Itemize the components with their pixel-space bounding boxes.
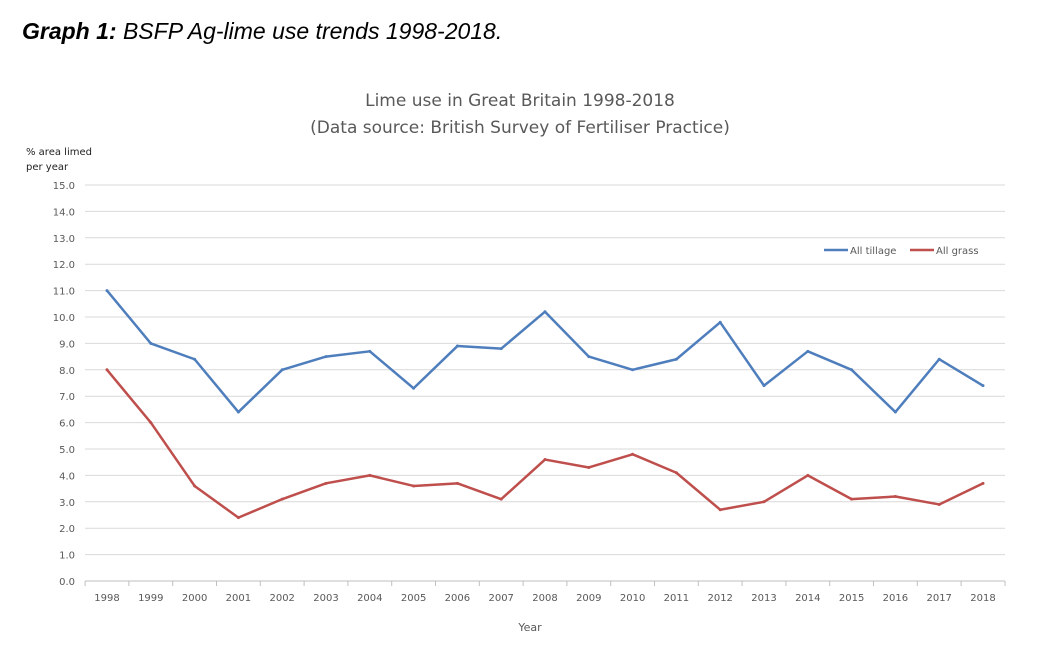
data-point [762,500,766,504]
y-tick-label: 0.0 [59,577,75,588]
x-tick-label: 1998 [94,593,119,604]
figure-caption: Graph 1: BSFP Ag-lime use trends 1998-20… [22,18,502,45]
data-point [543,310,547,314]
data-point [455,344,459,348]
data-point [981,384,985,388]
x-tick-label: 2011 [664,593,689,604]
data-point [587,465,591,469]
x-tick-label: 2004 [357,593,382,604]
data-point [149,421,153,425]
y-tick-label: 1.0 [59,551,75,562]
y-tick-label: 5.0 [59,445,75,456]
data-point [280,368,284,372]
y-tick-label: 2.0 [59,524,75,535]
x-tick-label: 2017 [926,593,951,604]
y-tick-label: 14.0 [53,207,75,218]
chart-title: Lime use in Great Britain 1998-2018 [365,91,675,111]
data-point [368,473,372,477]
data-point [850,497,854,501]
data-point [236,410,240,414]
data-point [193,357,197,361]
y-tick-label: 10.0 [53,313,75,324]
chart-subtitle: (Data source: British Survey of Fertilis… [310,118,730,138]
data-point [455,481,459,485]
data-point [499,497,503,501]
x-tick-label: 2002 [269,593,294,604]
data-point [149,341,153,345]
x-tick-label: 2010 [620,593,645,604]
data-point [937,357,941,361]
data-point [806,473,810,477]
data-point [324,355,328,359]
data-point [193,484,197,488]
data-point [893,495,897,499]
series-line-all-tillage [106,289,984,414]
y-tick-label: 6.0 [59,419,75,430]
x-tick-label: 2006 [445,593,470,604]
data-point [718,508,722,512]
series-line-all-grass [106,369,984,519]
data-point [412,484,416,488]
data-point [718,320,722,324]
data-point [543,458,547,462]
data-point [674,357,678,361]
x-tick-label: 2016 [883,593,908,604]
y-tick-label: 8.0 [59,366,75,377]
y-tick-label: 7.0 [59,392,75,403]
x-tick-label: 2008 [532,593,557,604]
data-point [236,516,240,520]
x-tick-label: 2018 [970,593,995,604]
data-point [674,471,678,475]
data-point [937,502,941,506]
y-axis-label: % area limed [26,147,92,158]
data-point [806,349,810,353]
data-point [893,410,897,414]
data-point [105,289,109,293]
y-tick-label: 9.0 [59,339,75,350]
x-tick-label: 2001 [226,593,251,604]
y-tick-label: 13.0 [53,234,75,245]
y-tick-label: 15.0 [53,181,75,192]
x-tick-label: 2007 [488,593,513,604]
x-tick-label: 1999 [138,593,163,604]
legend-label: All grass [936,246,979,257]
x-tick-label: 2009 [576,593,601,604]
x-tick-label: 2015 [839,593,864,604]
data-point [981,481,985,485]
legend-label: All tillage [850,246,896,257]
data-point [324,481,328,485]
y-tick-label: 12.0 [53,260,75,271]
y-tick-label: 4.0 [59,471,75,482]
x-tick-label: 2013 [751,593,776,604]
y-tick-label: 11.0 [53,287,75,298]
x-tick-label: 2003 [313,593,338,604]
x-axis-label: Year [517,621,542,634]
x-tick-label: 2005 [401,593,426,604]
data-point [412,386,416,390]
data-point [280,497,284,501]
data-point [587,355,591,359]
caption-label: Graph 1: [22,18,117,44]
data-point [850,368,854,372]
data-point [105,368,109,372]
x-tick-label: 2012 [707,593,732,604]
x-tick-label: 2014 [795,593,820,604]
y-tick-label: 3.0 [59,498,75,509]
caption-text: BSFP Ag-lime use trends 1998-2018. [116,18,503,44]
data-point [368,349,372,353]
data-point [499,347,503,351]
data-point [631,452,635,456]
x-tick-label: 2000 [182,593,207,604]
y-axis-label-2: per year [26,162,69,173]
data-point [762,384,766,388]
data-point [631,368,635,372]
